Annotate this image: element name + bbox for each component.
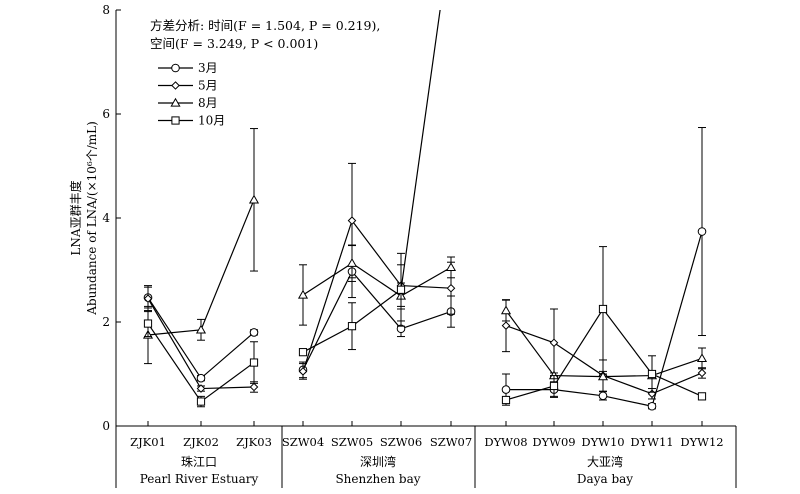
legend-label: 10月 xyxy=(198,114,225,128)
data-point xyxy=(249,328,259,337)
data-point xyxy=(697,392,707,401)
y-tick-label: 0 xyxy=(102,419,110,433)
region-label-en: Pearl River Estuary xyxy=(140,472,259,486)
data-point xyxy=(597,371,609,381)
series-line xyxy=(302,219,452,372)
data-point xyxy=(500,305,512,315)
data-point xyxy=(346,258,358,267)
data-point xyxy=(445,262,457,272)
x-tick-label: ZJK02 xyxy=(183,435,219,449)
series-line xyxy=(505,307,703,401)
y-tick-label: 4 xyxy=(102,211,110,225)
y-axis-label-en: Abundance of LNA/(×10⁶个/mL) xyxy=(85,121,99,316)
region-label-cn: 深圳湾 xyxy=(360,454,396,469)
region-label-en: Shenzhen bay xyxy=(335,472,420,486)
y-axis-label-cn: LNA亚群丰度 xyxy=(68,180,83,255)
data-point xyxy=(446,283,456,293)
anova-line-2: 空间(F = 3.249, P < 0.001) xyxy=(150,36,318,51)
data-point xyxy=(298,348,308,357)
data-point xyxy=(697,368,707,378)
y-tick-label: 6 xyxy=(102,107,110,121)
data-point xyxy=(249,358,259,367)
data-point xyxy=(501,385,511,394)
series-square xyxy=(143,10,707,408)
data-point xyxy=(697,227,707,236)
data-point xyxy=(249,382,259,392)
data-point xyxy=(549,338,559,348)
data-point xyxy=(196,397,206,406)
x-tick-label: DYW08 xyxy=(484,435,527,449)
series-line xyxy=(147,199,255,336)
data-point xyxy=(501,395,511,405)
y-tick-label: 8 xyxy=(102,3,110,17)
data-point xyxy=(248,194,260,204)
legend-marker xyxy=(171,63,180,73)
data-point xyxy=(598,304,608,314)
data-point xyxy=(297,289,309,299)
data-point xyxy=(196,373,206,383)
legend-marker xyxy=(170,97,181,107)
x-tick-label: ZJK01 xyxy=(130,435,166,449)
data-point xyxy=(549,381,559,391)
data-point xyxy=(696,353,708,363)
data-point xyxy=(347,216,357,225)
series-line xyxy=(302,10,441,353)
x-tick-label: SZW05 xyxy=(331,435,373,449)
data-point xyxy=(195,324,207,334)
series-line xyxy=(505,310,703,378)
data-point xyxy=(598,391,608,401)
anova-line-1: 方差分析: 时间(F = 1.504, P = 0.219), xyxy=(150,18,380,33)
legend: 3月 5月 8月 10月 xyxy=(158,61,225,128)
x-tick-label: DYW10 xyxy=(581,435,624,449)
data-point xyxy=(196,384,206,393)
x-tick-label: DYW11 xyxy=(630,435,673,449)
series-line xyxy=(302,270,452,371)
data-point xyxy=(647,369,657,379)
y-tick-label: 2 xyxy=(102,315,110,329)
region-label-cn: 大亚湾 xyxy=(587,454,623,469)
series-diamond xyxy=(143,162,707,400)
series-circle xyxy=(143,127,707,411)
x-tick-label: SZW07 xyxy=(430,435,472,449)
legend-label: 3月 xyxy=(198,61,218,75)
data-point xyxy=(647,401,657,411)
region-label-cn: 珠江口 xyxy=(181,455,217,469)
y-axis-label-group: LNA亚群丰度 Abundance of LNA/(×10⁶个/mL) xyxy=(68,121,99,316)
plot-area xyxy=(142,10,708,411)
legend-label: 5月 xyxy=(198,79,218,93)
region-labels: 珠江口 Pearl River Estuary 深圳湾 Shenzhen bay 大亚湾… xyxy=(140,454,634,486)
data-point xyxy=(298,367,308,376)
legend-label: 8月 xyxy=(198,96,218,110)
region-label-en: Daya bay xyxy=(577,472,633,486)
legend-marker xyxy=(171,116,180,125)
x-ticks: ZJK01 ZJK02 ZJK03 SZW04 SZW05 SZW06 SZW07 DYW08… xyxy=(130,421,724,449)
x-tick-label: ZJK03 xyxy=(236,435,272,449)
data-point xyxy=(143,319,153,328)
series-line xyxy=(302,262,452,297)
series-triangle xyxy=(142,128,708,381)
x-tick-label: DYW09 xyxy=(532,435,575,449)
data-point xyxy=(143,294,153,303)
x-tick-label: DYW12 xyxy=(680,435,723,449)
x-tick-label: SZW04 xyxy=(282,435,324,449)
legend-marker xyxy=(171,81,180,90)
y-ticks: 0 2 4 6 8 xyxy=(102,3,121,433)
data-point xyxy=(396,285,406,294)
data-point xyxy=(347,322,357,331)
data-point xyxy=(501,321,511,330)
series-layer xyxy=(142,10,708,411)
x-tick-label: SZW06 xyxy=(380,435,422,449)
